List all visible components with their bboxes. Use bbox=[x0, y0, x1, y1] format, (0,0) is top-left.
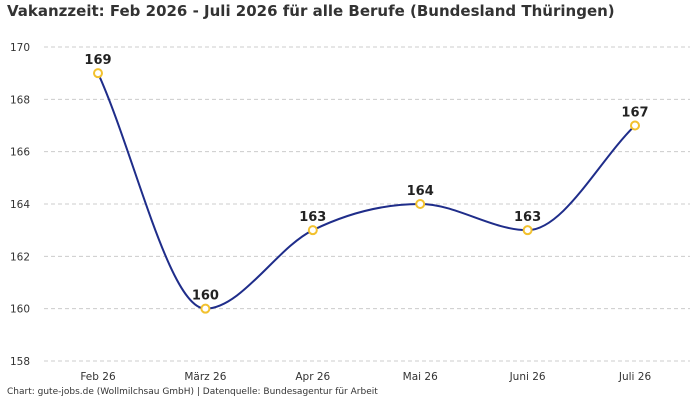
y-tick-label: 164 bbox=[10, 199, 30, 211]
chart-title: Vakanzzeit: Feb 2026 - Juli 2026 für all… bbox=[7, 2, 615, 20]
data-point[interactable] bbox=[93, 68, 103, 79]
data-point[interactable] bbox=[415, 199, 426, 209]
x-axis: Feb 26 März 26 Apr 26 Mai 26 Juni 26 Juli 26 bbox=[80, 371, 651, 383]
x-tick-label: Juni 26 bbox=[509, 371, 546, 383]
y-tick-label: 170 bbox=[10, 42, 30, 54]
data-label: 169 bbox=[84, 53, 111, 68]
data-labels: 169 160 163 164 163 167 bbox=[84, 53, 648, 304]
data-point[interactable] bbox=[630, 120, 640, 131]
x-tick-label: März 26 bbox=[184, 371, 226, 383]
grid-lines bbox=[44, 46, 690, 362]
data-label: 167 bbox=[621, 106, 648, 121]
data-point[interactable] bbox=[200, 303, 211, 314]
y-tick-label: 160 bbox=[10, 304, 30, 316]
data-label: 164 bbox=[407, 184, 434, 199]
series-line bbox=[97, 72, 636, 310]
chart-footer: Chart: gute-jobs.de (Wollmilchsau GmbH) … bbox=[7, 387, 378, 397]
y-tick-label: 166 bbox=[10, 147, 30, 159]
data-label: 160 bbox=[192, 289, 219, 304]
series bbox=[93, 68, 640, 314]
y-tick-label: 158 bbox=[10, 356, 30, 368]
x-tick-label: Juli 26 bbox=[618, 371, 652, 383]
x-tick-label: Feb 26 bbox=[80, 371, 116, 383]
data-label: 163 bbox=[299, 210, 326, 225]
x-tick-label: Mai 26 bbox=[403, 371, 438, 383]
data-label: 163 bbox=[514, 210, 541, 225]
y-tick-label: 168 bbox=[10, 94, 30, 106]
data-point[interactable] bbox=[522, 225, 533, 236]
data-point[interactable] bbox=[307, 225, 318, 236]
y-tick-label: 162 bbox=[10, 251, 30, 263]
y-axis: 158 160 162 164 166 168 170 bbox=[10, 42, 30, 368]
x-tick-label: Apr 26 bbox=[295, 371, 330, 383]
